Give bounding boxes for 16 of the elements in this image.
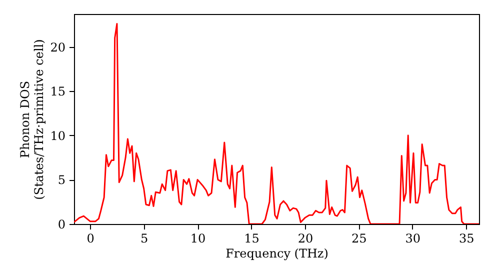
y-tick-label: 10 — [50, 128, 66, 143]
y-tick-label: 15 — [50, 84, 66, 99]
y-tick-label: 0 — [58, 218, 66, 232]
y-axis-title: Phonon DOS (States/THz·primitive cell) — [18, 39, 46, 200]
x-tick-label: 15 — [244, 232, 260, 246]
x-tick-label: 0 — [86, 232, 94, 246]
y-tick-label: 5 — [58, 173, 66, 188]
x-axis-title: Frequency (THz) — [226, 246, 328, 260]
y-tick-label: 20 — [50, 40, 66, 54]
x-tick-label: 25 — [352, 232, 367, 246]
x-tick-label: 30 — [405, 232, 421, 246]
x-tick-label: 5 — [140, 232, 148, 246]
x-tick-label: 35 — [458, 232, 474, 246]
line-series — [74, 22, 479, 224]
x-tick-label: 20 — [298, 232, 314, 246]
x-tick-label: 10 — [190, 232, 206, 246]
